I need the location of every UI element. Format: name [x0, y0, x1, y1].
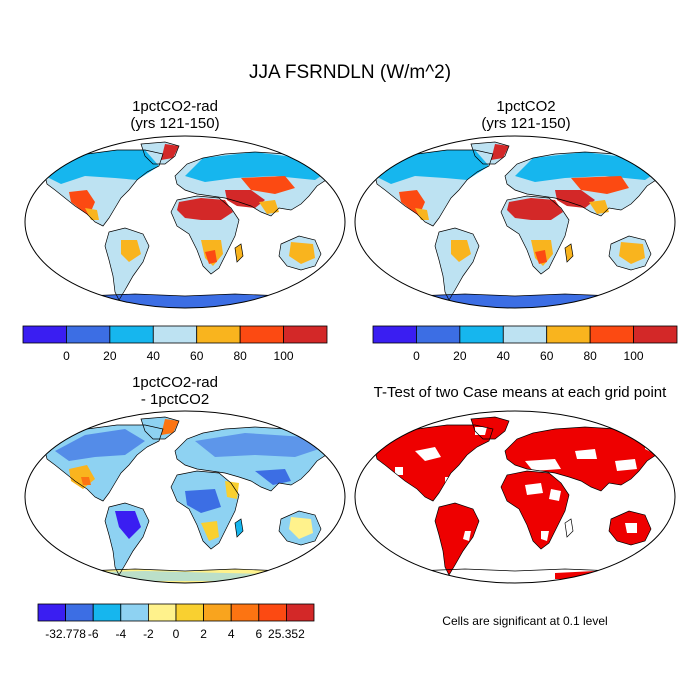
colorbar-difference: -32.778 -6 -4 -2 0 2 4 6 25.352 — [37, 603, 315, 641]
colorbar-tick-label: -6 — [88, 627, 99, 641]
map-ttest-significance — [354, 410, 676, 584]
map-1pctco2-rad — [24, 135, 346, 309]
colorbar-swatch — [546, 325, 591, 344]
colorbar-tick-label: -4 — [115, 627, 126, 641]
colorbar-absolute-left: 0 20 40 60 80 100 — [22, 325, 328, 363]
colorbar-absolute-right: 0 20 40 60 80 100 — [372, 325, 678, 363]
map-difference — [24, 410, 346, 584]
panel-title-line2: (yrs 121-150) — [481, 115, 571, 132]
panel-title-bottom-left: 1pctCO2-rad - 1pctCO2 — [10, 374, 340, 408]
map-1pctco2 — [354, 135, 676, 309]
colorbar-tick-label: 2 — [200, 627, 207, 641]
panel-title-bottom-right: T-Test of two Case means at each grid po… — [345, 384, 695, 401]
colorbar-swatch — [65, 603, 94, 622]
colorbar-tick-label: 20 — [103, 349, 117, 363]
colorbar-tick-label: 6 — [255, 627, 262, 641]
colorbar-tick-label: -2 — [143, 627, 154, 641]
panel-title-line1: T-Test of two Case means at each grid po… — [373, 384, 667, 401]
colorbar-tick-label: 80 — [233, 349, 247, 363]
colorbar-swatch — [37, 603, 67, 622]
panel-title-line1: 1pctCO2 — [496, 98, 556, 115]
colorbar-tick-label: 0 — [173, 627, 180, 641]
panel-title-top-left: 1pctCO2-rad (yrs 121-150) — [10, 98, 340, 132]
colorbar-swatch — [502, 325, 548, 344]
colorbar-swatch — [109, 325, 154, 344]
colorbar-swatch — [416, 325, 461, 344]
colorbar-tick-label: 100 — [274, 349, 294, 363]
colorbar-swatch — [633, 325, 678, 344]
colorbar-swatch — [66, 325, 111, 344]
colorbar-swatch — [147, 603, 177, 622]
colorbar-swatch — [120, 603, 149, 622]
significance-note: Cells are significant at 0.1 level — [442, 614, 608, 628]
colorbar-swatch — [152, 325, 198, 344]
colorbar-tick-label: 0 — [63, 349, 70, 363]
colorbar-swatch — [285, 603, 315, 622]
colorbar-tick-label: -32.778 — [45, 627, 86, 641]
colorbar-tick-label: 0 — [413, 349, 420, 363]
colorbar-swatch — [92, 603, 122, 622]
colorbar-swatch — [372, 325, 417, 344]
colorbar-swatch — [22, 325, 67, 344]
colorbar-swatch — [175, 603, 205, 622]
colorbar-tick-label: 20 — [453, 349, 467, 363]
colorbar-swatch — [589, 325, 634, 344]
colorbar-swatch — [239, 325, 284, 344]
colorbar-swatch — [283, 325, 328, 344]
panel-title-top-right: 1pctCO2 (yrs 121-150) — [361, 98, 691, 132]
colorbar-swatch — [230, 603, 260, 622]
colorbar-tick-label: 60 — [540, 349, 554, 363]
panel-title-line2: (yrs 121-150) — [130, 115, 220, 132]
panel-title-line2: - 1pctCO2 — [140, 391, 210, 408]
colorbar-swatch — [196, 325, 241, 344]
colorbar-tick-label: 80 — [583, 349, 597, 363]
colorbar-tick-label: 4 — [228, 627, 235, 641]
colorbar-swatch — [459, 325, 504, 344]
colorbar-tick-label: 25.352 — [268, 627, 305, 641]
colorbar-tick-label: 40 — [147, 349, 161, 363]
colorbar-swatch — [258, 603, 287, 622]
colorbar-swatch — [203, 603, 232, 622]
panel-title-line1: 1pctCO2-rad — [132, 98, 218, 115]
colorbar-tick-label: 60 — [190, 349, 204, 363]
colorbar-tick-label: 40 — [497, 349, 511, 363]
colorbar-tick-label: 100 — [624, 349, 644, 363]
figure-title: JJA FSRNDLN (W/m^2) — [248, 62, 452, 83]
panel-title-line1: 1pctCO2-rad — [132, 374, 218, 391]
